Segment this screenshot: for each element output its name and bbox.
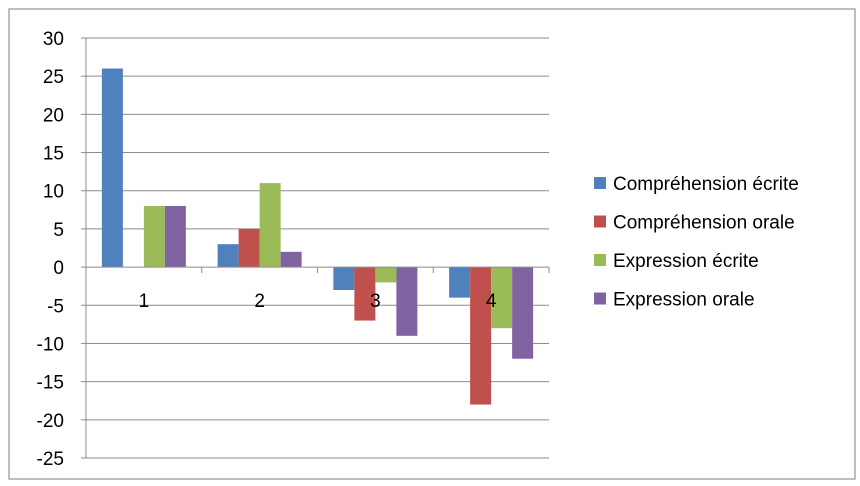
y-tick-label: 5 [53,220,64,241]
y-tick-label: -25 [37,449,64,470]
axes [81,37,550,459]
bar [101,68,123,268]
bar [280,251,302,268]
y-tick-label: 0 [53,258,64,279]
x-tick-label: 2 [254,291,265,312]
bar [512,267,534,359]
x-tick-labels: 1 2 3 4 [139,291,497,312]
bar [449,267,471,298]
legend-label: Expression écrite [613,251,759,272]
y-tick-label: 25 [43,67,64,88]
bar [259,183,281,268]
y-tick-labels: 30 25 20 15 10 5 0 -5 -10 -15 -20 -25 [37,29,64,470]
y-tick-label: 10 [43,182,64,203]
bar [375,267,397,283]
y-tick-label: -10 [37,334,64,355]
bar [238,228,260,268]
legend-label: Expression orale [613,290,755,311]
x-tick-label: 1 [139,291,150,312]
bar [143,206,165,268]
legend: Compréhension écrite Compréhension orale E… [594,174,799,311]
legend-swatch [594,254,606,266]
y-tick-label: -15 [37,373,64,394]
chart-border [8,8,856,480]
legend-swatch [594,177,606,189]
bar [333,267,355,290]
y-tick-label: 20 [43,105,64,126]
bar [470,267,492,405]
bar [164,206,186,268]
bars [101,68,534,405]
y-tick-label: 30 [43,29,64,50]
y-tick-label: -20 [37,411,64,432]
x-tick-label: 4 [486,291,497,312]
bar [354,267,376,321]
legend-label: Compréhension orale [613,213,795,234]
bar [396,267,418,336]
bar [217,244,239,268]
legend-label: Compréhension écrite [613,174,799,195]
x-tick-label: 3 [370,291,381,312]
y-tick-label: -5 [47,296,64,317]
y-tick-label: 15 [43,144,64,165]
legend-swatch [594,292,606,305]
legend-swatch [594,215,606,228]
bar [491,267,513,329]
